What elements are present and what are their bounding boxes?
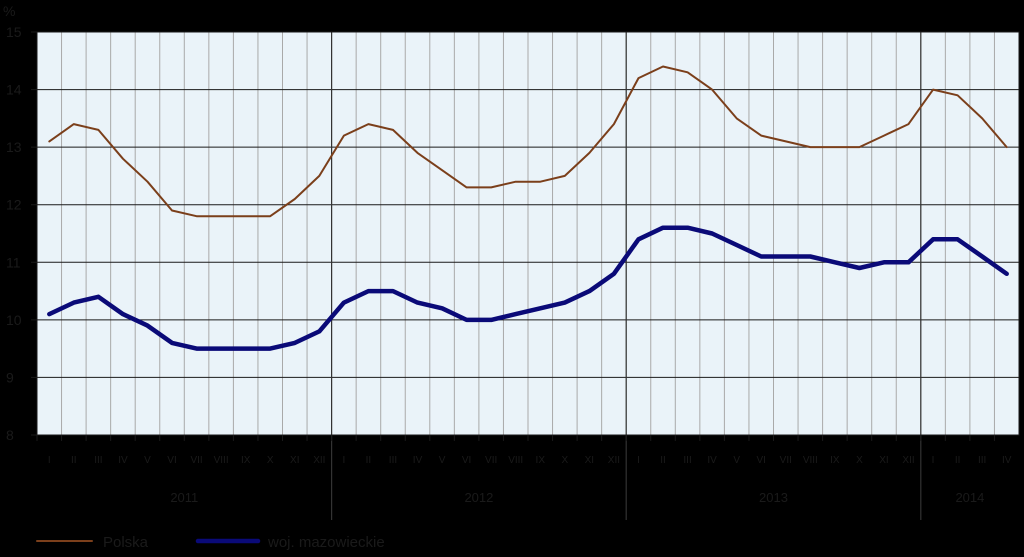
y-tick-label: 8 — [6, 427, 14, 443]
x-tick-label: I — [637, 455, 640, 466]
y-tick-label: 9 — [6, 369, 14, 385]
x-year-label: 2014 — [955, 490, 984, 505]
x-tick-label: III — [683, 455, 691, 466]
x-tick-label: III — [94, 455, 102, 466]
x-axis: I II III IV V VI VII VIII IX X XI XII I II III IV V VI VII… — [36, 435, 1012, 505]
x-year-label: 2013 — [759, 490, 788, 505]
x-tick-label: XI — [290, 455, 299, 466]
x-tick-label: I — [342, 455, 345, 466]
x-tick-label: VII — [485, 455, 497, 466]
x-tick-label: XII — [902, 455, 914, 466]
x-tick-label: VIII — [803, 455, 818, 466]
x-tick-label: IV — [707, 455, 717, 466]
x-tick-label: II — [955, 455, 961, 466]
x-tick-label: XII — [608, 455, 620, 466]
y-axis-unit-label: % — [3, 3, 15, 19]
x-tick-label: VIII — [508, 455, 523, 466]
x-tick-label: VI — [167, 455, 176, 466]
x-tick-label: V — [733, 455, 740, 466]
x-tick-label: II — [366, 455, 372, 466]
x-tick-label: II — [660, 455, 666, 466]
x-tick-label: XI — [585, 455, 594, 466]
y-tick-label: 11 — [6, 254, 21, 270]
x-tick-label: X — [267, 455, 274, 466]
x-tick-label: XI — [879, 455, 888, 466]
series-lines — [47, 65, 1009, 351]
legend: Polska woj. mazowieckie — [36, 534, 385, 551]
x-tick-label: X — [561, 455, 568, 466]
series-line-mazowieckie — [47, 225, 1009, 351]
x-tick-label: III — [389, 455, 397, 466]
grid-lines — [36, 31, 1020, 520]
x-tick-label: VII — [190, 455, 202, 466]
x-tick-label: IX — [536, 455, 546, 466]
x-tick-label: IV — [118, 455, 128, 466]
x-year-label: 2012 — [464, 490, 493, 505]
legend-label: woj. mazowieckie — [267, 534, 385, 551]
y-axis: 8 9 10 11 12 13 14 15 — [6, 24, 37, 443]
x-year-label: 2011 — [170, 490, 198, 505]
x-tick-label: VIII — [214, 455, 229, 466]
x-tick-label: I — [932, 455, 935, 466]
x-tick-label: V — [439, 455, 446, 466]
x-tick-label: VI — [462, 455, 471, 466]
y-tick-label: 14 — [6, 82, 22, 98]
x-tick-label: IV — [1002, 455, 1012, 466]
x-tick-label: VI — [756, 455, 765, 466]
x-tick-label: I — [48, 455, 51, 466]
x-tick-label: IV — [413, 455, 423, 466]
y-tick-label: 13 — [6, 139, 22, 155]
y-tick-label: 15 — [6, 24, 22, 40]
x-tick-label: III — [978, 455, 986, 466]
x-tick-label: VII — [780, 455, 792, 466]
y-tick-label: 10 — [6, 312, 22, 328]
x-tick-label: X — [856, 455, 863, 466]
x-tick-label: II — [71, 455, 77, 466]
series-line-polska — [48, 65, 1008, 218]
y-tick-label: 12 — [6, 197, 22, 213]
legend-label: Polska — [103, 534, 149, 551]
x-tick-label: IX — [241, 455, 251, 466]
x-tick-label: IX — [830, 455, 840, 466]
x-tick-label: V — [144, 455, 151, 466]
x-tick-label: XII — [313, 455, 325, 466]
